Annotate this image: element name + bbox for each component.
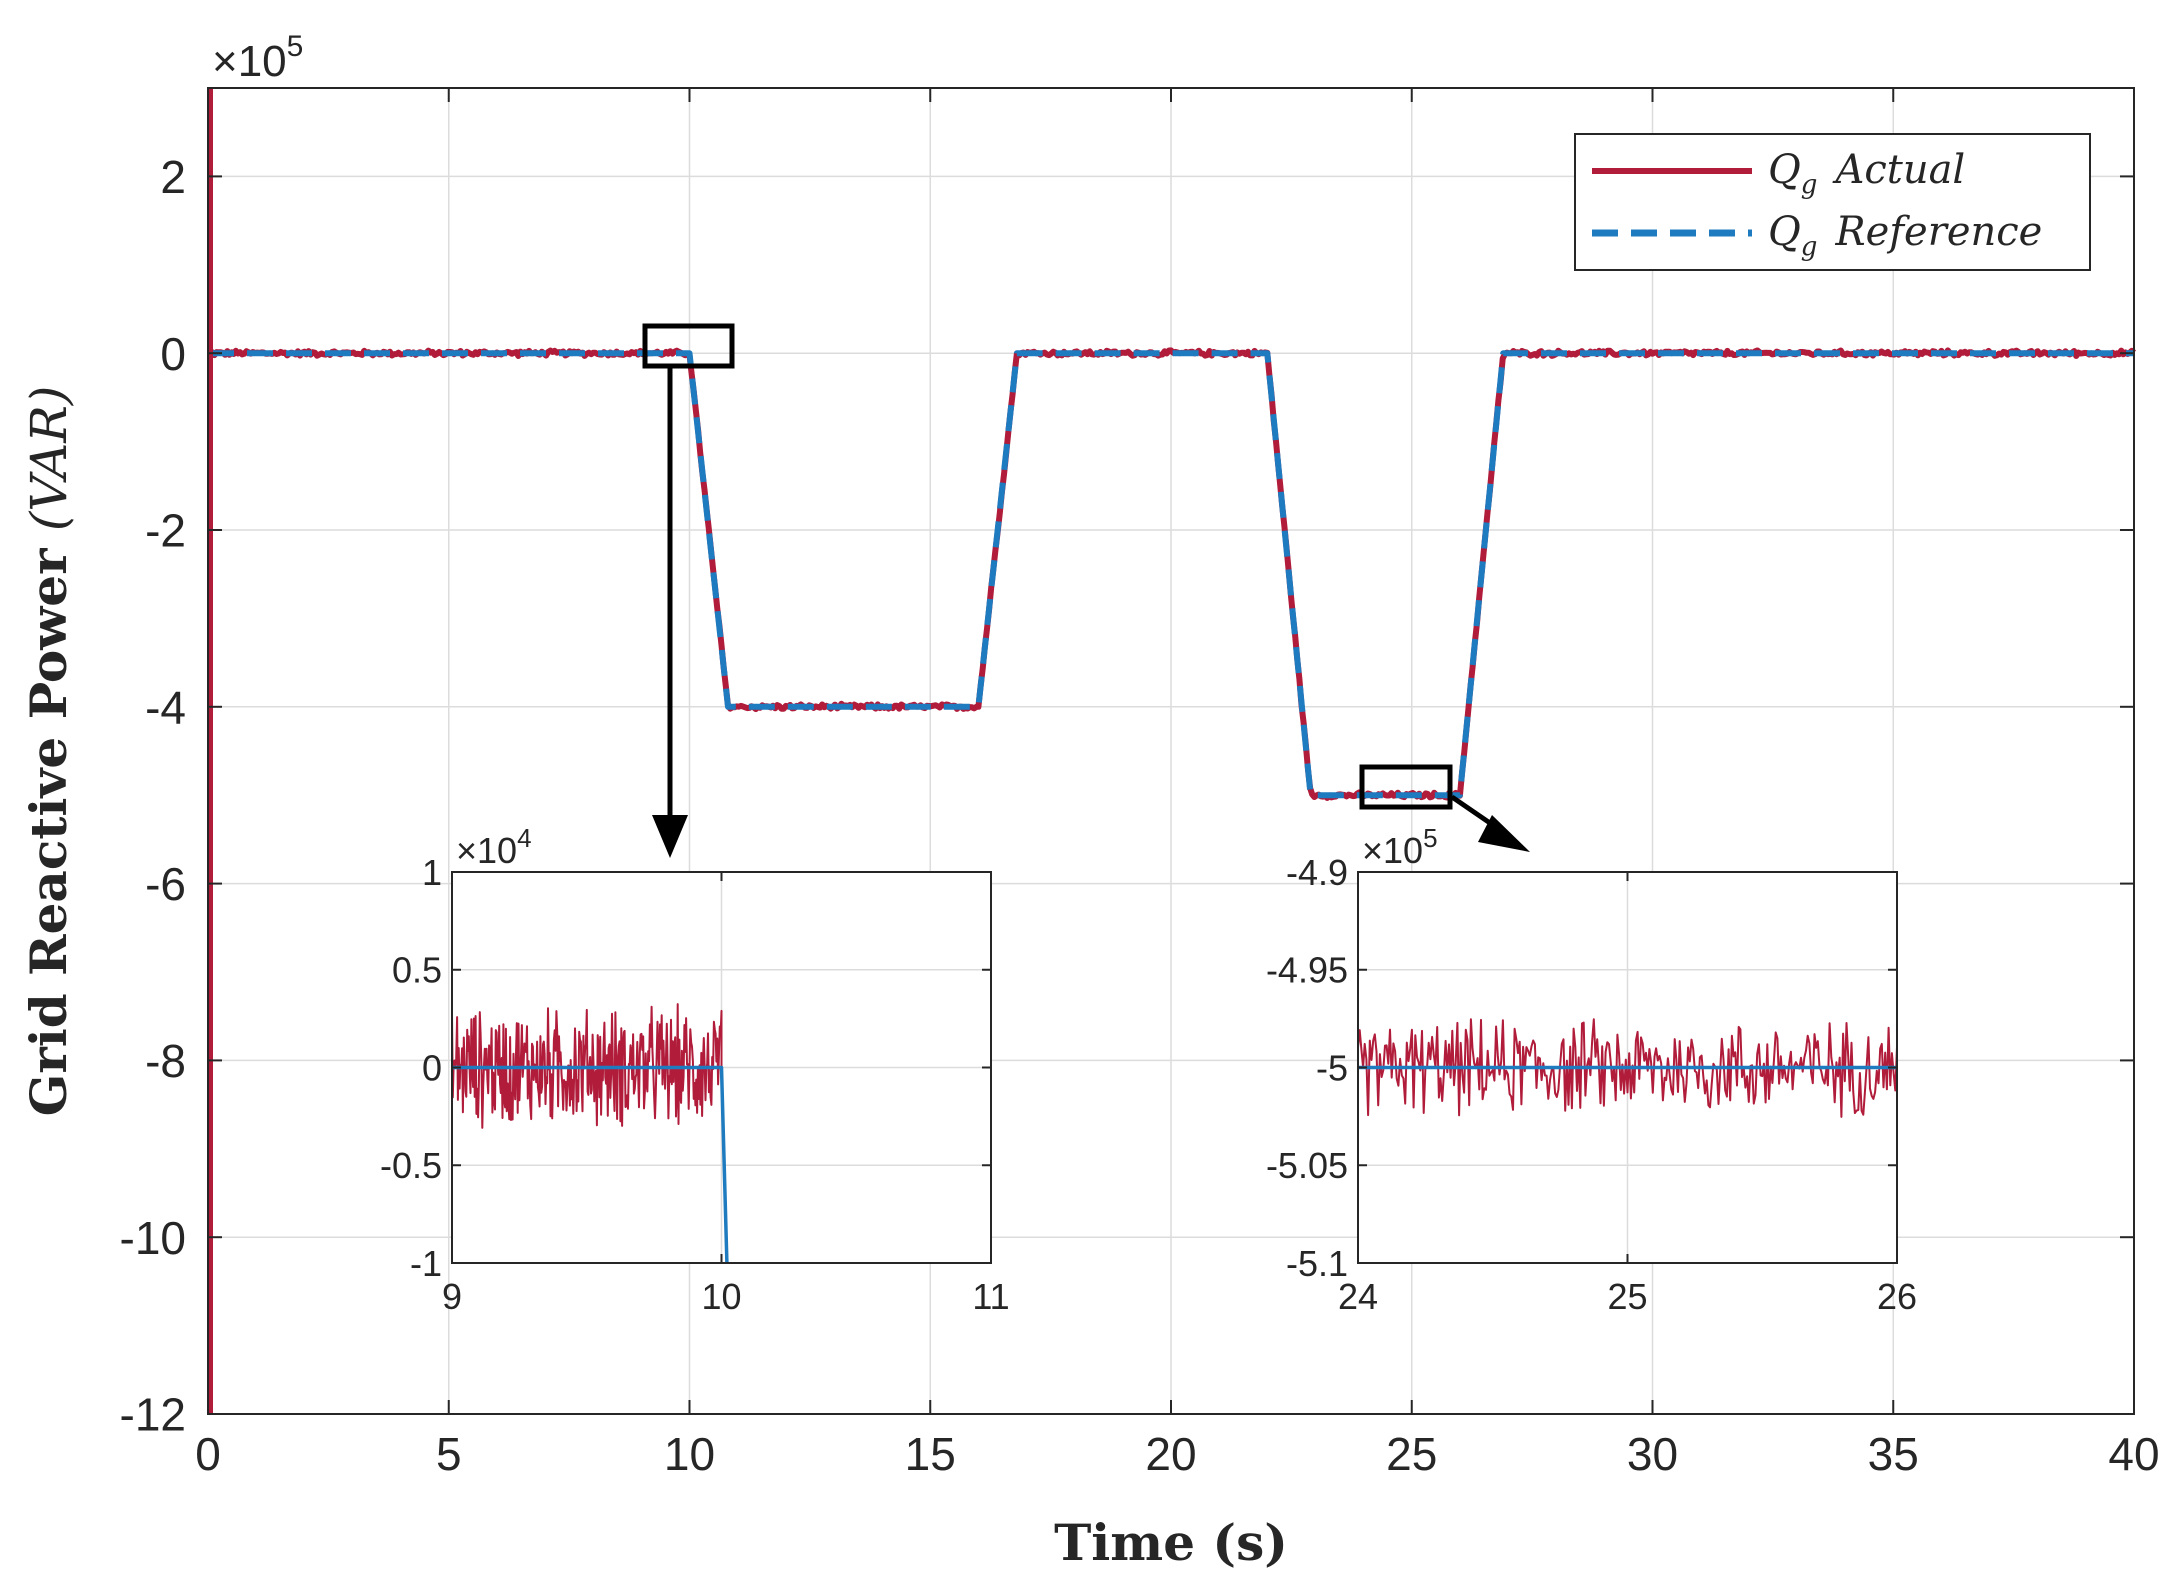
main-xtick-label: 40 [2108,1428,2159,1480]
inset-left-xtick-label: 9 [442,1276,462,1317]
main-xtick-label: 20 [1145,1428,1196,1480]
main-ytick-label: -6 [145,858,186,910]
inset-right-xtick-label: 25 [1607,1276,1647,1317]
svg-text:Grid Reactive Power (VAR: Grid Reactive Power (VAR) [19,386,78,1117]
zoom-box-right [1359,764,1453,810]
main-xtick-label: 10 [664,1428,715,1480]
inset-right-ytick-label: -5 [1316,1047,1348,1088]
inset-right-ytick-label: -5.05 [1266,1145,1348,1186]
zoom-annotations [642,323,1530,858]
legend-label-actual: Qg Actual [1768,147,1965,200]
inset-left-ytick-label: 0 [422,1047,442,1088]
y-axis-label-unit: (VAR) [20,386,78,531]
main-ytick-label: -10 [120,1212,186,1264]
inset-right-ytick-label: -5.1 [1286,1243,1348,1284]
main-ytick-label: -2 [145,505,186,557]
zoom-arrow-right-head [1478,815,1530,852]
main-xtick-label: 35 [1868,1428,1919,1480]
inset-left-y-exponent: ×104 [456,823,532,871]
inset-left-ytick-label: -1 [410,1243,442,1284]
inset-left-series-actual [451,1003,728,1264]
main-ytick-label: 2 [160,151,186,203]
main-xtick-label: 25 [1386,1428,1437,1480]
x-axis-label: Time (s) [1054,1513,1288,1572]
inset-right-ytick-label: -4.9 [1286,852,1348,893]
inset-left-xtick-label: 10 [701,1276,741,1317]
main-y-exponent: ×105 [212,30,303,86]
y-axis-label-main: Grid Reactive Power [19,548,78,1116]
main-y-exponent-power: 5 [287,30,304,63]
inset-left-series [451,1003,729,1264]
inset-left-xtick-label: 11 [972,1276,1009,1317]
legend-label-reference: Qg Reference [1768,209,2042,262]
inset-right-series-actual [1357,1018,1898,1118]
inset-right-series [1357,1018,1898,1118]
inset-right-xtick-label: 24 [1338,1276,1378,1317]
zoom-box-left [642,323,735,369]
inset-right-ytick-label: -4.95 [1266,950,1348,991]
main-xtick-label: 30 [1627,1428,1678,1480]
main-xtick-label: 0 [195,1428,221,1480]
inset-right-ticks: 24 25 26 -4.9 -4.95 -5 -5.05 -5.1 [1266,852,1917,1317]
main-series-reference [208,350,2134,799]
main-xtick-label: 5 [436,1428,462,1480]
main-xtick-label: 15 [905,1428,956,1480]
inset-right-y-exponent: ×105 [1362,823,1438,871]
zoom-arrow-left-head [652,815,688,858]
main-ytick-label: -4 [145,681,186,733]
main-series [207,88,2137,1414]
inset-left-ytick-label: 0.5 [392,950,442,991]
main-ytick-label: -8 [145,1035,186,1087]
legend: Qg Actual Qg Reference [1574,133,2091,271]
main-y-exponent-base: ×10 [212,37,287,86]
legend-box [1574,133,2091,271]
main-ytick-label: 0 [160,328,186,380]
y-axis-label: Grid Reactive Power (VAR) [19,386,78,1117]
inset-left-ytick-label: 1 [422,852,442,893]
inset-left-ytick-label: -0.5 [380,1145,442,1186]
inset-left-series-reference [452,1065,729,1264]
inset-right-xtick-label: 26 [1877,1276,1917,1317]
main-ytick-label: -12 [120,1389,186,1441]
